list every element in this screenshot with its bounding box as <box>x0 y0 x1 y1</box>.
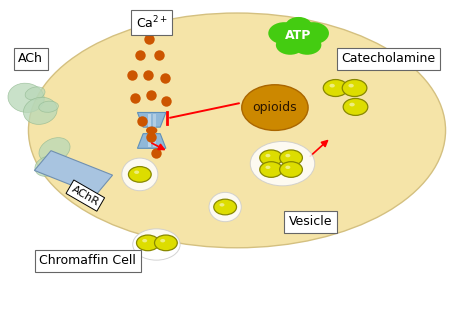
Circle shape <box>329 84 335 87</box>
Bar <box>148 114 151 147</box>
Ellipse shape <box>8 83 44 112</box>
Circle shape <box>214 199 237 215</box>
Circle shape <box>276 20 321 52</box>
Ellipse shape <box>250 141 315 186</box>
Polygon shape <box>35 151 112 195</box>
Circle shape <box>260 162 283 177</box>
Text: Chromaffin Cell: Chromaffin Cell <box>39 254 136 267</box>
Circle shape <box>280 150 302 166</box>
Polygon shape <box>137 112 166 127</box>
Ellipse shape <box>133 229 180 260</box>
Circle shape <box>134 170 139 174</box>
Ellipse shape <box>28 13 446 248</box>
Ellipse shape <box>25 87 45 100</box>
Polygon shape <box>137 134 166 148</box>
Ellipse shape <box>23 97 57 125</box>
Ellipse shape <box>39 101 58 112</box>
Ellipse shape <box>209 192 241 222</box>
Circle shape <box>280 162 302 177</box>
Circle shape <box>128 167 151 182</box>
Text: Catecholamine: Catecholamine <box>342 52 436 65</box>
Text: Ca$^{2+}$: Ca$^{2+}$ <box>136 15 168 31</box>
Text: opioids: opioids <box>253 101 297 114</box>
Circle shape <box>285 154 291 157</box>
Ellipse shape <box>39 138 70 162</box>
Text: ATP: ATP <box>285 29 312 42</box>
Circle shape <box>219 203 225 207</box>
Circle shape <box>342 80 367 96</box>
Circle shape <box>260 150 283 166</box>
Circle shape <box>146 126 157 134</box>
Circle shape <box>137 235 159 251</box>
Circle shape <box>276 35 304 55</box>
Circle shape <box>155 235 177 251</box>
Text: Vesicle: Vesicle <box>289 215 332 228</box>
Circle shape <box>268 22 301 44</box>
Circle shape <box>323 80 348 96</box>
Circle shape <box>297 22 329 44</box>
Bar <box>153 114 156 147</box>
Circle shape <box>160 239 165 243</box>
Circle shape <box>142 239 147 243</box>
Circle shape <box>265 154 271 157</box>
Circle shape <box>285 166 291 169</box>
Ellipse shape <box>122 158 158 191</box>
Circle shape <box>349 103 355 106</box>
Circle shape <box>348 84 354 87</box>
Ellipse shape <box>35 156 60 176</box>
Text: ACh: ACh <box>18 52 43 65</box>
Circle shape <box>293 35 321 55</box>
Ellipse shape <box>242 85 308 130</box>
Circle shape <box>285 17 312 35</box>
Circle shape <box>265 166 271 169</box>
Text: AChR: AChR <box>70 184 101 207</box>
Circle shape <box>343 98 368 115</box>
